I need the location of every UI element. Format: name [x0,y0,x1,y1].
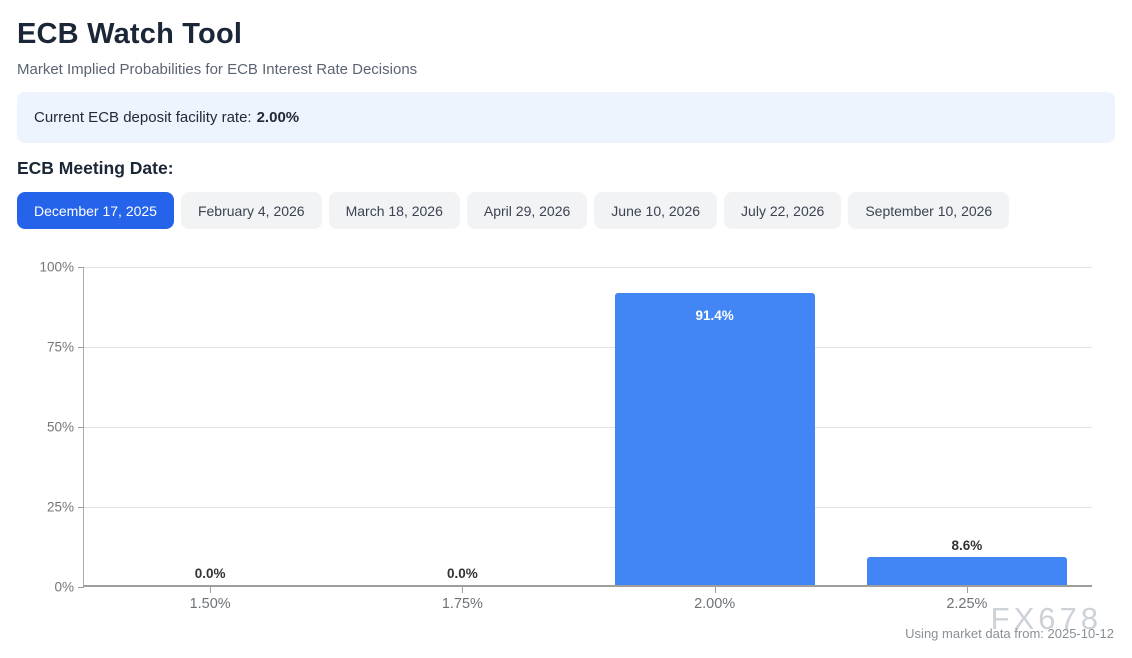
x-axis-label: 1.50% [189,596,231,612]
meeting-date-heading: ECB Meeting Date: [17,158,174,178]
meeting-date-tab-september-10-2026[interactable]: September 10, 2026 [848,192,1010,229]
fx678-watermark: FX678 [990,601,1102,636]
meeting-date-tabs: December 17, 2025 February 4, 2026 March 1… [17,192,1115,229]
meeting-date-tab-june-10-2026[interactable]: June 10, 2026 [594,192,718,229]
x-axis-tick [714,587,716,593]
y-axis-tick [78,507,84,508]
bar-value-label: 0.0% [194,566,226,581]
current-rate-value: 2.00% [256,109,300,126]
data-source-note: Using market data from: 2025-10-12 [905,626,1114,641]
y-axis-label: 25% [46,499,74,515]
x-axis-tick [210,587,212,593]
y-gridline [84,267,1092,268]
probability-bar [866,557,1067,585]
y-axis-label: 75% [46,339,74,355]
meeting-date-tab-february-4-2026[interactable]: February 4, 2026 [180,192,322,229]
bar-value-label: 8.6% [951,538,983,554]
meeting-date-tab-april-29-2026[interactable]: April 29, 2026 [466,192,588,229]
bar-value-label: 91.4% [695,307,734,323]
y-gridline [84,427,1092,428]
probability-bar [614,292,815,585]
y-axis-label: 50% [46,419,74,435]
y-axis-tick [78,267,84,268]
x-axis-label: 2.25% [946,596,988,612]
y-axis-label: 100% [39,259,74,275]
y-axis-tick [78,587,84,588]
probability-bar-chart: 0% 25% 50% 75% 100% 0.0% 1.50% 0.0% 1.75% 91.4% 2.… [39,260,1092,612]
current-rate-label: Current ECB deposit facility rate: [34,109,252,126]
x-axis-tick [462,587,464,593]
ecb-watch-tool-page: ECB Watch Tool Market Implied Probabilit… [0,0,1132,229]
meeting-date-tab-july-22-2026[interactable]: July 22, 2026 [724,192,842,229]
y-axis-tick [78,427,84,428]
x-axis-label: 2.00% [694,596,736,612]
page-title: ECB Watch Tool [17,18,243,50]
x-axis-tick [966,587,968,593]
y-gridline [84,507,1092,508]
y-axis-tick [78,347,84,348]
x-axis-label: 1.75% [441,596,483,612]
y-gridline [84,347,1092,348]
y-axis-label: 0% [54,579,74,595]
page-subtitle: Market Implied Probabilities for ECB Int… [17,61,418,78]
current-rate-banner: Current ECB deposit facility rate: 2.00% [17,92,1115,143]
meeting-date-tab-march-18-2026[interactable]: March 18, 2026 [328,192,460,229]
meeting-date-tab-december-17-2025[interactable]: December 17, 2025 [17,192,174,229]
bar-value-label: 0.0% [446,566,478,581]
